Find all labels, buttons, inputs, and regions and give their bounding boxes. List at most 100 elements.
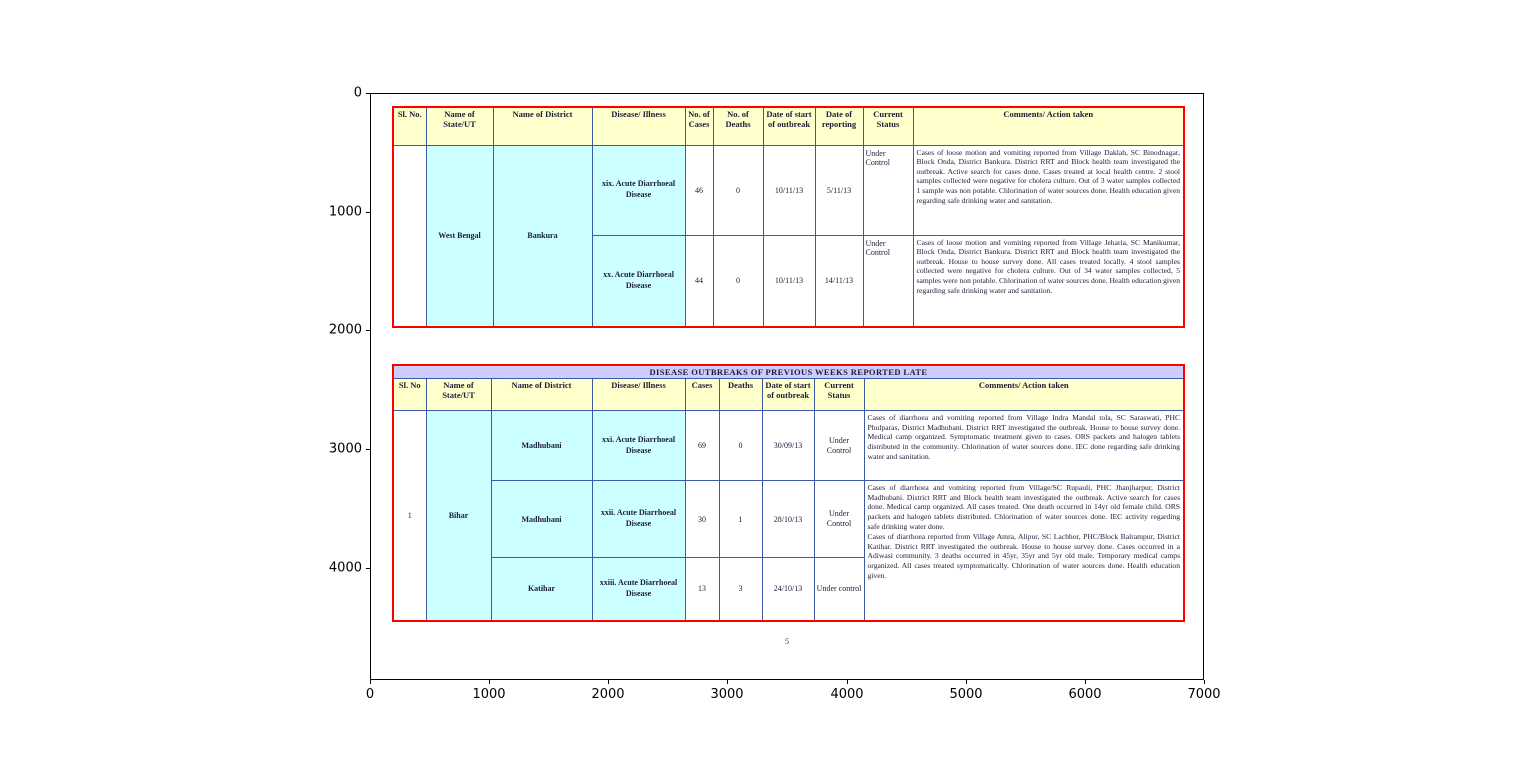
cases-cell: 69 (684, 410, 720, 481)
header-district: Name of District (492, 106, 593, 146)
comments-cell: Cases of loose motion and vomiting repor… (912, 234, 1185, 328)
cases-cell: 30 (684, 480, 720, 558)
table-header-row: Sl. No Name of State/UT Name of District… (392, 378, 1185, 411)
date-start-cell: 10/11/13 (762, 144, 816, 236)
sl-no-cell (392, 144, 427, 328)
table-title: DISEASE OUTBREAKS OF PREVIOUS WEEKS REPO… (392, 364, 1185, 379)
x-tick (608, 680, 609, 684)
deaths-cell: 0 (712, 234, 764, 328)
x-tick (727, 680, 728, 684)
table-row: xx. Acute Diarrhoeal Disease 44 0 10/11/… (393, 234, 1185, 328)
header-date-reporting: Date of reporting (814, 106, 864, 146)
header-date-start: Date of start of outbreak (761, 378, 815, 411)
status-cell: Under Control (813, 480, 865, 558)
table-row: Madhubani xxii. Acute Diarrhoeal Disease… (393, 480, 1185, 621)
table-header-row: Sl. No. Name of State/UT Name of Distric… (392, 106, 1185, 146)
x-tick (847, 680, 848, 684)
cases-cell: 44 (684, 234, 714, 328)
y-tick-label: 3000 (328, 441, 362, 457)
table-title-row: DISEASE OUTBREAKS OF PREVIOUS WEEKS REPO… (392, 364, 1185, 379)
cases-cell: 46 (684, 144, 714, 236)
disease-cell: xx. Acute Diarrhoeal Disease (591, 234, 686, 328)
deaths-cell: 0 (712, 144, 764, 236)
state-cell: West Bengal (425, 144, 494, 328)
disease-cell: xix. Acute Diarrhoeal Disease (591, 144, 686, 236)
header-comments: Comments/ Action taken (863, 378, 1185, 411)
district-cell: Bankura (492, 144, 593, 328)
table-row: Katihar xxiii. Acute Diarrhoeal Disease … (393, 557, 1184, 621)
state-cell: Bihar (425, 410, 492, 621)
header-date-start: Date of start of outbreak (762, 106, 816, 146)
header-sl-no: Sl. No. (392, 106, 427, 146)
district-cell: Madhubani (490, 480, 593, 558)
deaths-cell: 0 (718, 410, 763, 481)
status-cell: Under control (813, 557, 865, 621)
header-comments: Comments/ Action taken (912, 106, 1185, 146)
x-tick-label: 5000 (949, 687, 983, 702)
x-tick-label: 7000 (1187, 687, 1221, 702)
date-start-cell: 10/11/13 (762, 234, 816, 328)
y-tick (366, 93, 370, 94)
header-status: Current Status (813, 378, 865, 411)
axes-frame: Sl. No. Name of State/UT Name of Distric… (370, 93, 1204, 680)
header-disease: Disease/ Illness (591, 106, 686, 146)
district-cell: Madhubani (490, 410, 593, 481)
y-tick-label: 4000 (328, 560, 362, 576)
x-tick-label: 3000 (710, 687, 744, 702)
x-tick (1085, 680, 1086, 684)
x-tick (489, 680, 490, 684)
y-tick (366, 568, 370, 569)
header-cases: Cases (684, 378, 720, 411)
y-tick-label: 0 (353, 85, 362, 101)
header-status: Current Status (862, 106, 914, 146)
disease-cell: xxii. Acute Diarrhoeal Disease (591, 480, 686, 558)
comments-cell: Cases of diarrhoea and vomiting reported… (863, 410, 1185, 481)
cases-cell: 13 (684, 557, 720, 621)
y-tick-label: 2000 (328, 322, 362, 338)
table-row: 1 Bihar Madhubani xxi. Acute Diarrhoeal … (392, 410, 1185, 621)
date-reporting-cell: 14/11/13 (814, 234, 864, 328)
x-tick (370, 680, 371, 684)
status-cell: Under Control (862, 234, 914, 328)
x-tick-label: 1000 (472, 687, 506, 702)
x-tick-label: 0 (365, 687, 375, 702)
header-cases: No. of Cases (684, 106, 714, 146)
header-district: Name of District (490, 378, 593, 411)
comment-paragraph: Cases of diarrhoea and vomiting reported… (867, 483, 1181, 531)
outbreak-table-current: Sl. No. Name of State/UT Name of Distric… (392, 106, 1185, 328)
date-reporting-cell: 5/11/13 (814, 144, 864, 236)
y-tick-label: 1000 (328, 204, 362, 220)
comments-cell: Cases of loose motion and vomiting repor… (912, 144, 1185, 236)
table-row: West Bengal Bankura xix. Acute Diarrhoea… (392, 144, 1185, 328)
district-cell: Katihar (490, 557, 593, 621)
header-sl-no: Sl. No (392, 378, 427, 411)
header-deaths: No. of Deaths (712, 106, 764, 146)
disease-cell: xxi. Acute Diarrhoeal Disease (591, 410, 686, 481)
x-tick-label: 6000 (1068, 687, 1102, 702)
deaths-cell: 1 (718, 480, 763, 558)
y-tick (366, 212, 370, 213)
header-state: Name of State/UT (425, 378, 492, 411)
y-tick (366, 449, 370, 450)
date-start-cell: 28/10/13 (761, 480, 815, 558)
header-state: Name of State/UT (425, 106, 494, 146)
outbreak-table-previous: DISEASE OUTBREAKS OF PREVIOUS WEEKS REPO… (392, 364, 1186, 622)
x-tick (1204, 680, 1205, 684)
header-disease: Disease/ Illness (591, 378, 686, 411)
x-tick-label: 4000 (830, 687, 864, 702)
disease-cell: xxiii. Acute Diarrhoeal Disease (591, 557, 686, 621)
comment-paragraph: Cases of diarrhoea reported from Village… (867, 532, 1181, 580)
deaths-cell: 3 (718, 557, 763, 621)
page-number: 5 (785, 637, 789, 646)
x-tick (966, 680, 967, 684)
date-start-cell: 30/09/13 (761, 410, 815, 481)
comments-cell: Cases of diarrhoea and vomiting reported… (863, 480, 1185, 621)
header-deaths: Deaths (718, 378, 763, 411)
y-tick (366, 330, 370, 331)
sl-no-cell: 1 (392, 410, 427, 621)
document-image: Sl. No. Name of State/UT Name of Distric… (371, 94, 1203, 679)
status-cell: Under Control (862, 144, 914, 236)
status-cell: Under Control (813, 410, 865, 481)
x-tick-label: 2000 (591, 687, 625, 702)
